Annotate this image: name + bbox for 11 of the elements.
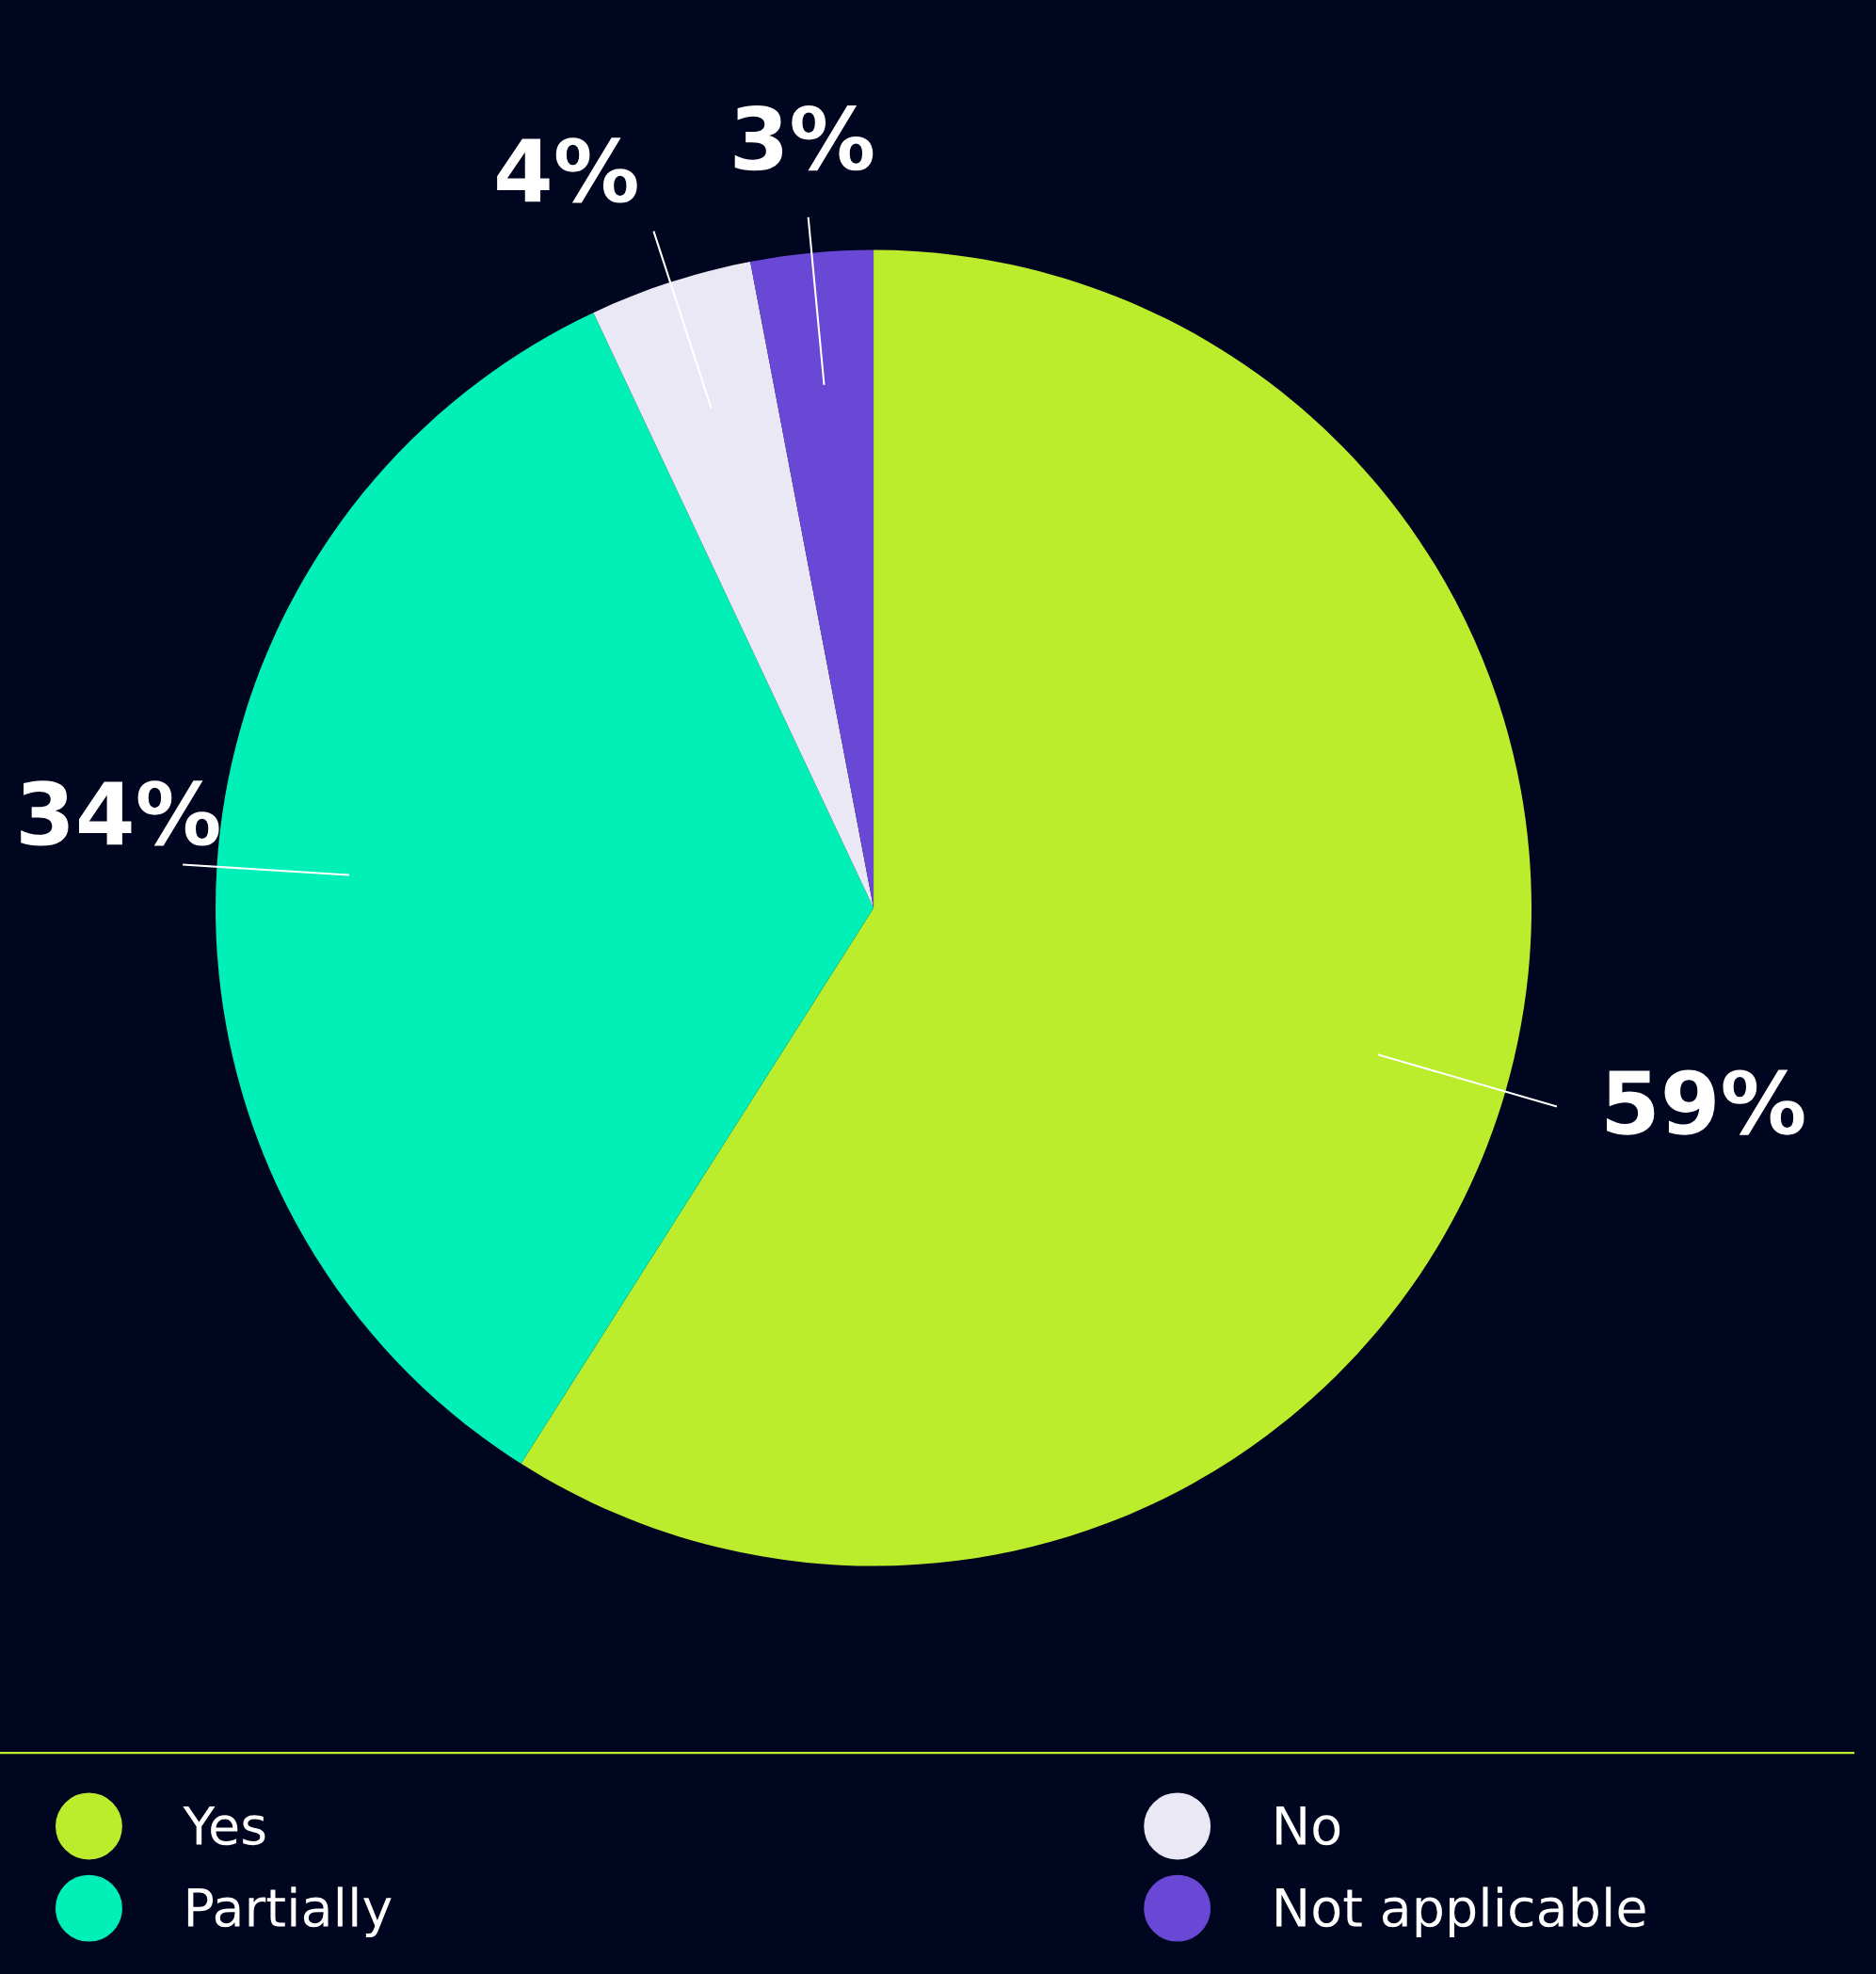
legend-label: No — [1276, 1805, 1340, 1846]
legend-label: Yes — [183, 1805, 265, 1846]
data-label: 4% — [497, 137, 637, 203]
pie-slice — [750, 249, 874, 908]
pie-slice — [521, 249, 1531, 1566]
legend-label: Not applicable — [1276, 1886, 1645, 1938]
data-label: 59% — [1607, 1069, 1804, 1135]
legend-label: Partially — [187, 1886, 392, 1938]
data-label: 3% — [734, 105, 874, 171]
data-label: 34% — [21, 780, 219, 846]
pie-slice — [593, 262, 874, 908]
